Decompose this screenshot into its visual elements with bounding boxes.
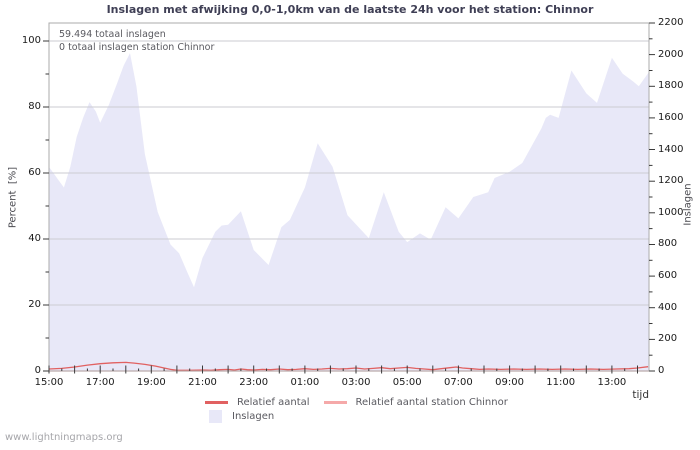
y-left-tick-label: 0 bbox=[34, 365, 41, 376]
x-tick-label: 07:00 bbox=[443, 377, 473, 388]
y-right-tick-label: 1800 bbox=[658, 80, 684, 92]
relatief-station-line-swatch bbox=[323, 401, 347, 404]
x-tick-label: 03:00 bbox=[341, 377, 371, 388]
y-right-tick-label: 1200 bbox=[658, 175, 684, 187]
x-axis-label: tijd bbox=[632, 389, 649, 401]
relatief-aantal-line-swatch bbox=[205, 401, 228, 404]
inslagen-area-swatch bbox=[209, 410, 222, 423]
x-tick-label: 01:00 bbox=[290, 377, 320, 388]
x-tick-label: 11:00 bbox=[546, 377, 576, 388]
y-right-tick-label: 400 bbox=[658, 301, 678, 313]
y-right-tick-label: 600 bbox=[658, 270, 678, 282]
y-left-tick-label: 100 bbox=[21, 35, 41, 46]
legend-row-lines: Relatief aantal Relatief aantal station … bbox=[205, 397, 522, 408]
y-left-tick-label: 60 bbox=[28, 167, 41, 178]
y-right-tick-label: 0 bbox=[658, 365, 665, 376]
annotation-total-strikes: 59.494 totaal inslagen bbox=[59, 29, 166, 40]
x-tick-label: 09:00 bbox=[495, 377, 524, 388]
inslagen-area-series bbox=[49, 53, 649, 371]
x-tick-label: 17:00 bbox=[85, 377, 115, 388]
legend-item-relatief-station: Relatief aantal station Chinnor bbox=[323, 397, 508, 408]
y-right-tick-label: 1400 bbox=[658, 143, 684, 155]
y-left-tick-label: 40 bbox=[28, 233, 41, 244]
x-tick-label: 15:00 bbox=[34, 377, 64, 388]
legend-row-area: Inslagen bbox=[205, 410, 288, 423]
legend-label: Relatief aantal station Chinnor bbox=[355, 397, 508, 408]
x-tick-label: 05:00 bbox=[392, 377, 422, 388]
y-right-tick-label: 2200 bbox=[658, 17, 684, 28]
y-left-tick-label: 20 bbox=[28, 299, 41, 310]
y-right-tick-label: 800 bbox=[658, 238, 678, 250]
x-tick-label: 19:00 bbox=[136, 377, 166, 388]
x-tick-label: 13:00 bbox=[597, 377, 627, 388]
y-right-axis-label: Inslagen bbox=[682, 183, 694, 226]
y-right-tick-label: 1000 bbox=[658, 206, 684, 218]
y-right-tick-label: 1600 bbox=[658, 111, 684, 123]
x-tick-label: 21:00 bbox=[188, 377, 217, 388]
legend-label: Relatief aantal bbox=[237, 397, 310, 408]
y-left-tick-label: 80 bbox=[28, 101, 41, 112]
y-right-tick-label: 200 bbox=[658, 333, 678, 345]
chart-title: Inslagen met afwijking 0,0-1,0km van de … bbox=[106, 3, 594, 16]
x-tick-label: 23:00 bbox=[239, 377, 269, 388]
legend-item-relatief-aantal: Relatief aantal bbox=[205, 397, 310, 408]
legend-item-inslagen: Inslagen bbox=[205, 410, 274, 423]
annotation-station-strikes: 0 totaal inslagen station Chinnor bbox=[59, 42, 215, 53]
watermark: www.lightningmaps.org bbox=[5, 432, 123, 443]
y-right-tick-label: 2000 bbox=[658, 48, 684, 60]
legend-label: Inslagen bbox=[232, 411, 275, 422]
